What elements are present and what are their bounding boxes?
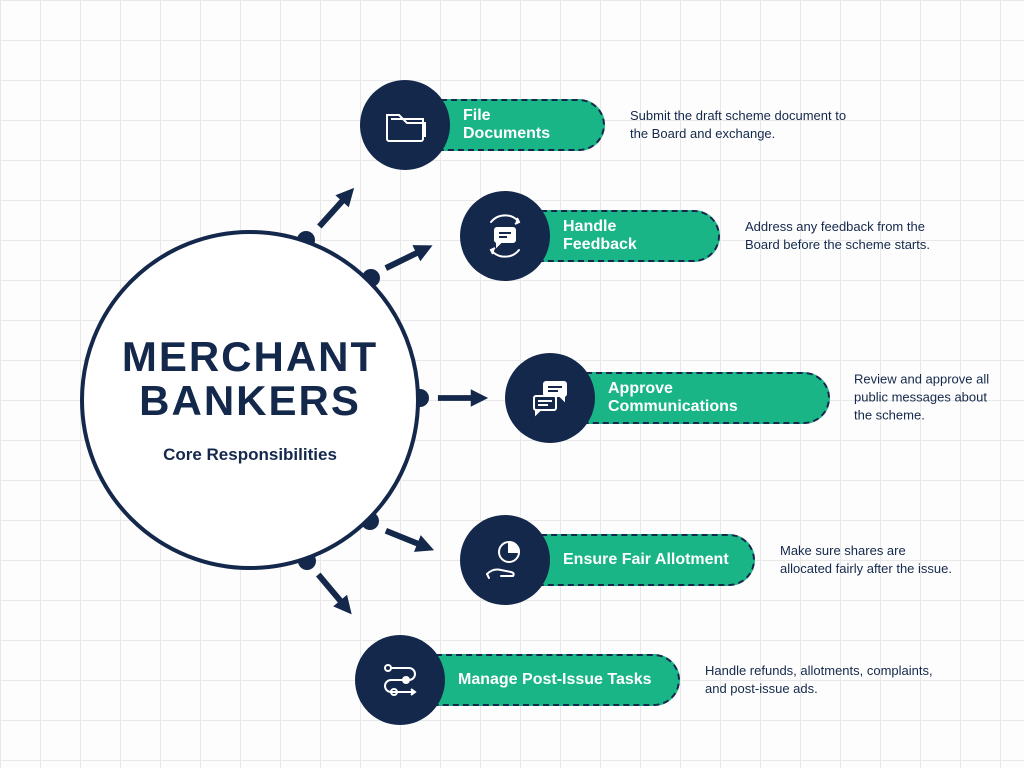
pill-label: File Documents [463,107,579,143]
chat-icon [505,353,595,443]
arrow [308,565,364,625]
arrow [379,233,442,280]
title-line2: BANKERS [139,377,361,424]
infographic-stage: File Documents Submit the draft scheme d… [0,0,1024,768]
desc-fair-allotment: Make sure shares are allocated fairly af… [780,542,960,578]
pie-hand-icon [460,515,550,605]
pill-label: Manage Post-Issue Tasks [458,671,652,689]
workflow-icon [355,635,445,725]
center-subtitle: Core Responsibilities [163,445,337,465]
desc-file-documents: Submit the draft scheme document to the … [630,107,860,143]
desc-post-issue: Handle refunds, allotments, complaints, … [705,662,935,698]
arrow [309,177,366,236]
pill-label: Handle Feedback [563,218,694,254]
center-title: MERCHANT BANKERS [122,335,378,423]
desc-approve-communications: Review and approve all public messages a… [854,371,994,426]
folder-icon [360,80,450,170]
arrow [436,386,492,410]
pill-label: Ensure Fair Allotment [563,551,729,569]
feedback-icon [460,191,550,281]
arrow [380,519,443,563]
center-circle: MERCHANT BANKERS Core Responsibilities [80,230,420,570]
pill-label: Approve Communications [608,380,804,416]
title-line1: MERCHANT [122,333,378,380]
desc-handle-feedback: Address any feedback from the Board befo… [745,218,955,254]
